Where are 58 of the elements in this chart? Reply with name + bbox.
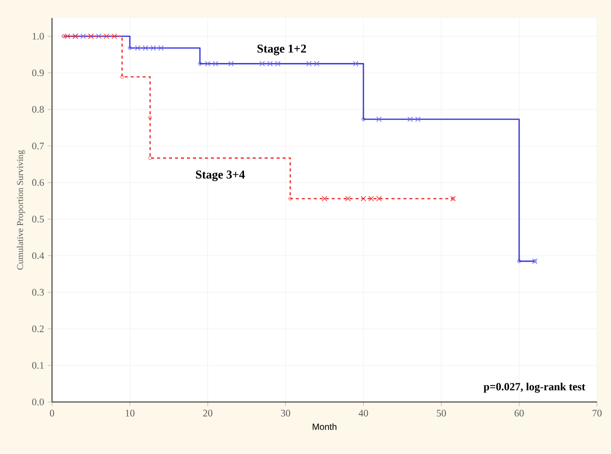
point xyxy=(517,259,521,264)
point xyxy=(228,60,234,66)
point xyxy=(322,196,328,202)
y-tick-label: 1.0 xyxy=(32,32,44,40)
x-tick-label: 60 xyxy=(514,410,524,416)
x-tick-label: 70 xyxy=(592,410,602,416)
y-tick-label: 0.4 xyxy=(32,252,44,260)
point xyxy=(306,60,312,66)
x-axis-title: Month xyxy=(312,423,336,430)
x-tick-label: 30 xyxy=(281,410,290,416)
x-tick-label: 0 xyxy=(50,410,54,416)
y-tick-label: 0.9 xyxy=(32,69,44,76)
y-axis-title: Cumulative Proportion Surviving xyxy=(16,150,25,270)
point xyxy=(267,60,273,66)
y-tick-label: 0.3 xyxy=(32,288,44,296)
point xyxy=(288,196,292,200)
x-tick-label: 50 xyxy=(436,410,446,416)
point xyxy=(360,196,366,202)
point xyxy=(112,34,118,40)
point xyxy=(275,60,281,66)
point xyxy=(134,45,140,51)
point xyxy=(259,60,265,66)
point xyxy=(376,116,382,122)
point xyxy=(314,60,320,66)
point xyxy=(64,34,70,40)
point xyxy=(407,116,413,122)
point xyxy=(104,34,110,40)
point xyxy=(120,75,124,79)
y-tick-label: 0.2 xyxy=(32,325,44,332)
x-tick-label: 40 xyxy=(358,410,368,416)
y-tick-label: 0.7 xyxy=(32,142,44,150)
point xyxy=(352,60,358,66)
point xyxy=(150,45,156,51)
point xyxy=(96,34,102,40)
y-tick-label: 0.8 xyxy=(32,106,44,113)
point xyxy=(80,34,86,40)
point xyxy=(128,46,132,50)
series-label: Stage 1+2 xyxy=(258,44,306,56)
x-tick-label: 20 xyxy=(203,410,212,416)
point xyxy=(368,196,374,202)
point xyxy=(158,45,164,51)
point xyxy=(148,156,152,160)
point xyxy=(415,116,421,122)
point xyxy=(362,117,366,122)
point xyxy=(212,60,218,66)
annotation: p=0.027, log-rank test xyxy=(484,382,586,393)
y-tick-label: 0.6 xyxy=(32,179,44,186)
y-tick-label: 0.1 xyxy=(32,362,44,369)
x-tick-label: 10 xyxy=(126,410,134,416)
point xyxy=(198,62,202,66)
point xyxy=(142,45,148,51)
y-tick-label: 0.0 xyxy=(32,398,44,406)
point xyxy=(376,196,382,202)
series-label: Stage 3+4 xyxy=(196,170,245,182)
point xyxy=(345,196,351,202)
point xyxy=(204,60,210,66)
y-tick-label: 0.5 xyxy=(32,216,44,223)
point xyxy=(148,116,152,120)
